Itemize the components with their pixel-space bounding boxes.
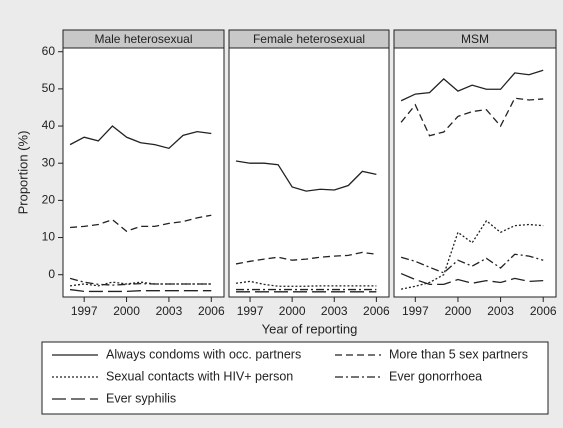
- series-line: [235, 280, 377, 287]
- y-tick-label: 0: [48, 267, 55, 281]
- plot-area: [228, 47, 390, 298]
- x-tick-label: 2000: [113, 304, 140, 318]
- x-axis-label: Year of reporting: [262, 321, 358, 336]
- x-tick-label: 2006: [363, 304, 390, 318]
- x-tick-label: 2003: [321, 304, 348, 318]
- series-line: [400, 69, 544, 102]
- y-axis-label: Proportion (%): [15, 131, 30, 215]
- x-tick-label: 1997: [402, 304, 429, 318]
- x-tick-label: 1997: [237, 304, 264, 318]
- panel-title: Male heterosexual: [94, 32, 192, 46]
- x-tick-label: 2006: [198, 304, 225, 318]
- y-tick-label: 60: [42, 44, 56, 58]
- legend-box: [41, 341, 549, 415]
- y-tick-label: 10: [42, 230, 56, 244]
- legend-label: Always condoms with occ. partners: [106, 347, 301, 361]
- series-line: [69, 288, 212, 293]
- legend-label: Ever syphilis: [106, 391, 176, 405]
- series-line: [400, 219, 544, 290]
- series-line: [69, 277, 212, 286]
- legend-label: Sexual contacts with HIV+ person: [106, 369, 293, 383]
- panel-title: Female heterosexual: [253, 32, 365, 46]
- x-tick-label: 2003: [156, 304, 183, 318]
- legend-label: More than 5 sex partners: [389, 347, 528, 361]
- series-line: [69, 125, 212, 150]
- x-tick-label: 2000: [445, 304, 472, 318]
- x-tick-label: 2006: [530, 304, 557, 318]
- series-line: [235, 251, 377, 265]
- series-line: [70, 214, 212, 232]
- y-tick-label: 50: [42, 81, 56, 95]
- series-line: [400, 97, 544, 137]
- y-tick-label: 30: [42, 155, 56, 169]
- y-tick-label: 20: [42, 193, 56, 207]
- plot-area: [62, 47, 225, 298]
- x-tick-label: 1997: [71, 304, 98, 318]
- x-tick-label: 2003: [487, 304, 514, 318]
- x-tick-label: 2000: [279, 304, 306, 318]
- legend-label: Ever gonorrhoea: [389, 369, 482, 383]
- series-line: [235, 160, 377, 192]
- panel-title: MSM: [461, 32, 489, 46]
- y-tick-label: 40: [42, 118, 56, 132]
- series-line: [400, 272, 544, 286]
